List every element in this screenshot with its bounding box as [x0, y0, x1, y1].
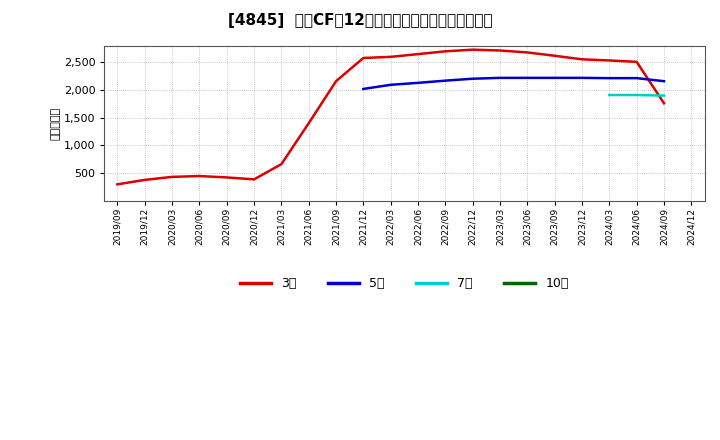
Legend: 3年, 5年, 7年, 10年: 3年, 5年, 7年, 10年 [235, 272, 574, 295]
Text: [4845]  投資CFだ12か月移動合計の標準偏差の推移: [4845] 投資CFだ12か月移動合計の標準偏差の推移 [228, 13, 492, 28]
Y-axis label: （百万円）: （百万円） [51, 106, 61, 140]
